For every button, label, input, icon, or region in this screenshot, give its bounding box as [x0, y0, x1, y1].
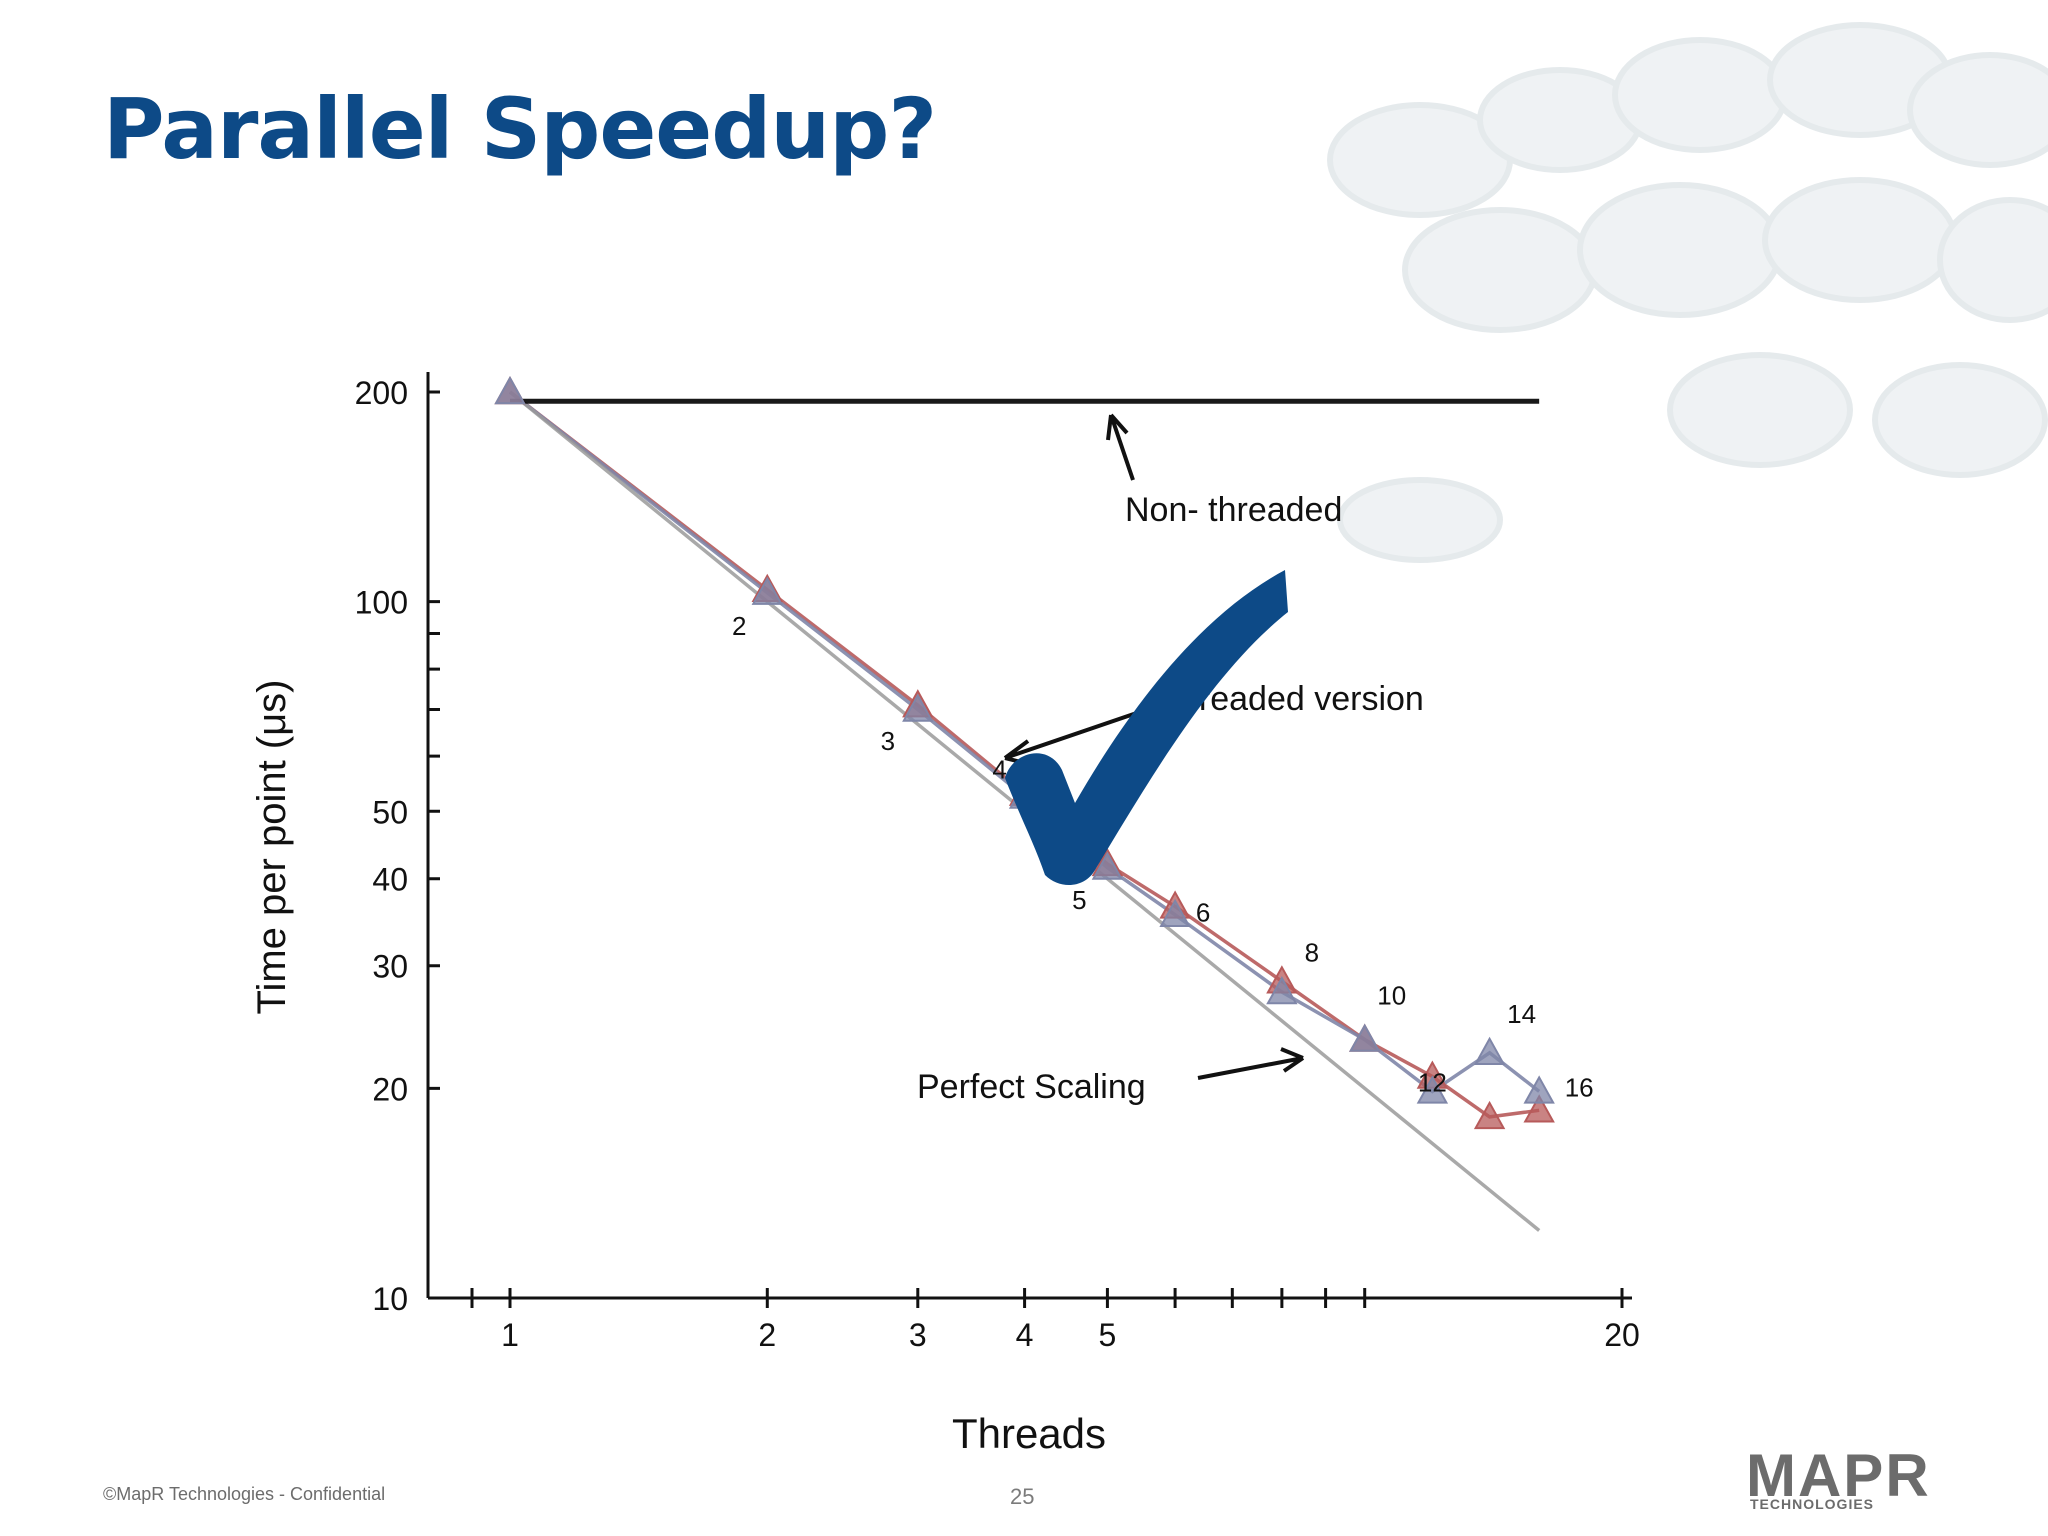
- x-tick-label: 5: [1099, 1317, 1117, 1353]
- series-1-marker: [1159, 898, 1191, 928]
- y-tick-label: 20: [372, 1071, 408, 1107]
- footer-confidential: ©MapR Technologies - Confidential: [103, 1484, 386, 1504]
- point-label: 2: [732, 611, 746, 641]
- series-markers: [494, 375, 1555, 1130]
- x-tick-label: 1: [501, 1317, 519, 1353]
- x-tick-label: 3: [909, 1317, 927, 1353]
- series-1-marker: [1473, 1036, 1506, 1065]
- series-1-marker: [751, 576, 783, 605]
- series-1-marker: [494, 375, 526, 405]
- mapr-logo: MAPR TECHNOLOGIES: [1746, 1442, 1976, 1513]
- y-tick-label: 30: [372, 949, 408, 985]
- x-axis-title: Threads: [952, 1410, 1106, 1457]
- annotation-non-threaded: Non- threaded: [1125, 491, 1342, 529]
- point-label: 12: [1418, 1068, 1447, 1098]
- annotation-threaded-version: hreaded version: [1180, 680, 1424, 718]
- y-axis-title: Time per point (μs): [250, 680, 294, 1015]
- point-label: 14: [1507, 999, 1536, 1029]
- series-1-marker: [1523, 1075, 1555, 1104]
- point-label: 16: [1565, 1072, 1594, 1102]
- series-1-marker: [1349, 1023, 1381, 1052]
- point-label: 4: [992, 755, 1006, 785]
- point-label: 6: [1196, 897, 1210, 927]
- series-1-marker: [902, 693, 934, 722]
- slide-title: Parallel Speedup?: [103, 80, 937, 178]
- x-tick-label: 4: [1016, 1317, 1034, 1353]
- point-label: 8: [1305, 937, 1319, 967]
- point-labels: 2 3 4 5 6 8 10 12 14 16: [732, 611, 1594, 1103]
- logo-subtitle: TECHNOLOGIES: [1750, 1496, 1875, 1512]
- series-1-marker: [1266, 976, 1298, 1005]
- y-tick-label: 10: [372, 1281, 408, 1317]
- checkmark-icon: [1005, 570, 1288, 886]
- series-0-marker: [1523, 1094, 1555, 1123]
- series-1-marker: [1416, 1075, 1449, 1104]
- point-label: 3: [881, 726, 895, 756]
- annotation-perfect-scaling: Perfect Scaling: [917, 1068, 1146, 1106]
- page-number: 25: [1010, 1484, 1035, 1509]
- point-label: 10: [1377, 981, 1406, 1011]
- perfect-scaling-arrow: [1197, 1047, 1305, 1080]
- series-0-marker: [1473, 1100, 1506, 1130]
- non-threaded-arrow: [1106, 413, 1135, 481]
- y-tick-label: 50: [372, 794, 408, 830]
- x-tick-label: 2: [758, 1317, 776, 1353]
- logo-wordmark: MAPR: [1746, 1442, 1931, 1509]
- y-tick-label: 100: [355, 585, 408, 621]
- y-tick-label: 40: [372, 862, 408, 898]
- point-label: 5: [1072, 885, 1086, 915]
- y-tick-label: 200: [355, 375, 408, 411]
- series-1-marker: [1091, 851, 1124, 880]
- x-tick-label: 20: [1604, 1317, 1640, 1353]
